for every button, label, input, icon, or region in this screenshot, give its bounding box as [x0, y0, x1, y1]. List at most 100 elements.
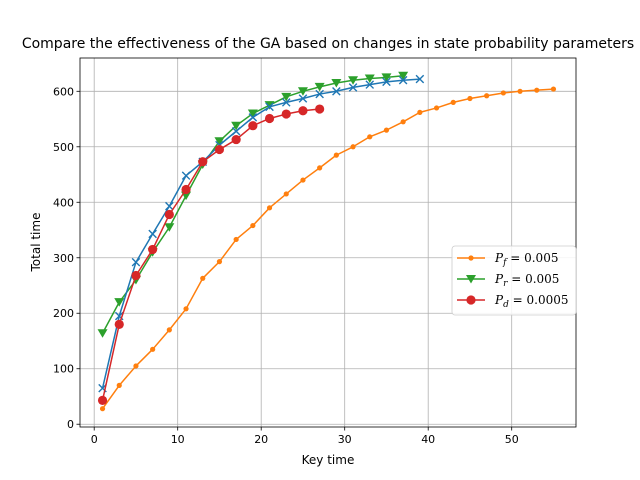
data-point — [114, 319, 124, 329]
data-point — [517, 88, 523, 94]
data-point — [281, 98, 291, 107]
data-point — [315, 89, 324, 99]
data-point — [383, 127, 390, 133]
legend-label: Pd = 0.0005 — [494, 293, 569, 310]
data-point — [148, 229, 157, 239]
data-point — [415, 74, 425, 84]
plot-frame — [79, 57, 577, 428]
data-point — [300, 177, 306, 183]
legend-label: Pr = 0.005 — [494, 272, 559, 289]
x-tick-label: 30 — [338, 433, 352, 446]
data-point — [315, 104, 325, 114]
data-point — [114, 298, 125, 307]
data-point — [99, 406, 106, 412]
data-point — [198, 157, 208, 167]
legend-marker — [466, 275, 476, 284]
data-point — [367, 134, 373, 140]
data-point — [181, 171, 191, 180]
data-point — [165, 201, 174, 211]
data-point — [97, 329, 108, 338]
data-point — [297, 87, 308, 96]
y-axis-label: Total time — [29, 213, 43, 273]
data-point — [265, 102, 274, 112]
data-point — [281, 92, 292, 102]
data-point — [131, 270, 141, 281]
y-tick-label: 100 — [53, 363, 74, 376]
data-point — [283, 191, 289, 197]
legend: Pf = 0.005 Pr = 0.005 Pd = 0.0005 — [451, 245, 577, 316]
x-tick-label: 50 — [505, 433, 519, 446]
x-tick-label: 20 — [254, 433, 268, 446]
data-point — [281, 109, 291, 119]
data-point — [250, 222, 256, 229]
data-point — [500, 90, 506, 96]
data-point — [166, 327, 172, 333]
data-point — [214, 144, 225, 155]
series-line — [101, 88, 554, 410]
data-point — [231, 134, 241, 145]
data-point — [382, 77, 391, 87]
data-point — [148, 244, 158, 255]
data-point — [164, 209, 174, 220]
data-point — [433, 105, 440, 111]
data-point — [214, 137, 225, 146]
data-point — [450, 99, 456, 105]
data-point — [381, 73, 392, 82]
data-point — [164, 223, 175, 232]
data-point — [314, 82, 325, 92]
data-point — [266, 205, 273, 211]
legend-box — [451, 245, 577, 316]
data-point — [348, 76, 359, 85]
y-tick-label: 400 — [53, 196, 74, 209]
legend-marker — [468, 255, 474, 261]
data-point — [350, 144, 356, 150]
data-point — [264, 113, 275, 124]
y-tick-label: 600 — [53, 85, 74, 98]
y-tick-label: 500 — [53, 141, 74, 154]
data-point — [484, 93, 490, 99]
series-layer — [97, 71, 557, 412]
x-axis-label: Key time — [302, 453, 355, 467]
data-point — [116, 382, 122, 388]
legend-marker — [466, 295, 476, 305]
data-point — [233, 236, 239, 243]
data-point — [248, 113, 258, 122]
series-p-f-0-005 — [99, 86, 557, 412]
data-point — [298, 94, 308, 103]
data-point — [364, 74, 375, 84]
data-point — [398, 75, 408, 85]
data-point — [183, 306, 189, 312]
data-point — [131, 257, 141, 267]
data-point — [331, 78, 342, 88]
y-tick-label: 300 — [53, 252, 74, 265]
data-point — [467, 95, 473, 102]
data-point — [247, 109, 258, 118]
data-point — [365, 80, 375, 89]
y-tick-label: 200 — [53, 307, 74, 320]
data-point — [534, 87, 540, 93]
data-point — [181, 184, 191, 195]
x-tick-label: 40 — [421, 433, 435, 446]
data-point — [216, 259, 223, 265]
data-point — [231, 121, 242, 131]
data-point — [398, 71, 409, 81]
data-point — [348, 83, 358, 92]
data-point — [150, 346, 156, 352]
data-point — [298, 106, 308, 116]
data-point — [264, 101, 275, 110]
data-point — [248, 121, 258, 131]
data-point — [133, 363, 139, 369]
data-point — [332, 86, 341, 96]
series-line — [101, 78, 420, 389]
series-p-d-0-0005 — [97, 104, 325, 405]
data-point — [200, 275, 206, 281]
data-point — [231, 126, 241, 136]
x-tick-label: 10 — [171, 433, 185, 446]
chart-title: Compare the effectiveness of the GA base… — [22, 36, 634, 52]
data-point — [417, 109, 423, 115]
data-point — [400, 119, 406, 125]
data-point — [97, 395, 108, 405]
